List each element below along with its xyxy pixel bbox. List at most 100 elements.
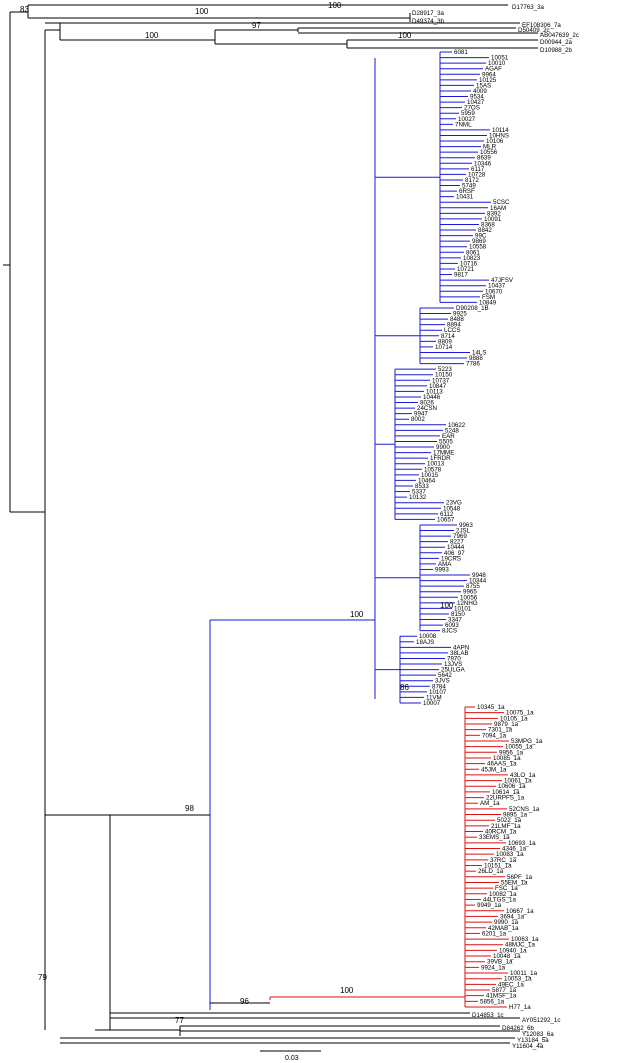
leaf-label: 41MSF_1a [486,993,517,1000]
leaf-label: 10085_1a [493,755,521,762]
leaf-label: 8002 [411,416,425,423]
leaf-label: 5022_1a [497,817,522,824]
leaf-label: 26LD_1a [478,868,504,875]
leaf-label: 10114 [492,127,509,134]
leaf-label: 9949_1a [477,902,502,909]
leaf-label: 15AS [476,82,491,89]
leaf-label: 23VG [446,500,462,507]
leaf-label: 5CSC [493,199,510,206]
leaf-label: 10091 [484,216,502,223]
leaf-label: 10464 [418,477,436,484]
leaf-label: 10346 [474,160,492,167]
leaf-label: 25ULGA [441,667,466,674]
leaf-label: 8533 [415,483,429,490]
leaf-label: AMA [438,561,452,568]
leaf-label: 8026 [420,400,434,407]
leaf-label: 9534 [470,94,484,101]
bootstrap-value: 83 [20,5,29,14]
tree-branches [3,4,538,1044]
leaf-label: 10HNS [489,132,509,139]
leaf-label: 10737 [432,377,450,384]
leaf-label: 45JM_1a [481,766,507,773]
leaf-label: 10007 [423,700,441,707]
leaf-label: 7094_1a [482,732,507,739]
leaf-label: 17MME [433,450,454,457]
leaf-label: 10427 [467,99,485,106]
leaf-label: 9888 [469,355,483,362]
leaf-label: EF108306_7a [522,22,561,29]
bootstrap-value: 86 [400,683,409,692]
leaf-label: H77_1a [509,1004,531,1011]
leaf-label: 10344 [469,578,487,585]
leaf-label: 11VM [426,694,442,701]
leaf-label: D90208_1B [456,305,489,312]
leaf-label: D00944_2a [540,39,573,46]
leaf-label: 8809 [438,338,452,345]
leaf-label: 8172 [465,177,479,184]
leaf-label: 24CSN [417,405,437,412]
leaf-label: 8714 [441,333,455,340]
leaf-label: 55EM_1a [501,879,528,886]
leaf-label: AM_1a [480,800,500,807]
leaf-label: 9956_1a [499,749,524,756]
leaf-label: 8842 [478,227,492,234]
leaf-label: 56PF_1a [507,874,533,881]
leaf-label: 10558 [469,244,487,251]
bootstrap-value: 100 [145,31,159,40]
leaf-label: 10150 [435,372,453,379]
leaf-label: 9879_1a [494,721,519,728]
leaf-label: 10728 [468,171,486,178]
leaf-label: 9895_1a [503,812,528,819]
leaf-label: 5856_1a [480,998,505,1005]
leaf-label: 10823 [463,255,481,262]
leaf-label: 7301_1a [488,727,513,734]
leaf-label: 10849 [479,299,497,306]
leaf-label: 10606_1a [498,783,526,790]
leaf-label: 10056 [460,594,478,601]
leaf-label: 10013 [427,461,445,468]
bootstrap-value: 100 [440,601,454,610]
leaf-label: D84262_6b [502,1025,535,1032]
bootstrap-value: 100 [398,31,412,40]
bootstrap-values: 83 100 100 97 100 100 79 100 100 86 100 98 96 77 [20,1,454,1025]
leaf-label: 43LO_1a [510,772,536,779]
leaf-label: 3347 [448,617,462,624]
leaf-label: FSC_1a [495,885,518,892]
scale-bar: 0.03 [260,1050,321,1062]
leaf-label: 10622 [448,422,466,429]
leaf-label: 9965 [463,589,477,596]
leaf-label: 10847 [429,383,447,390]
leaf-label: D14853_1c [472,1012,504,1019]
leaf-label: 10053_1a [504,976,532,983]
leaf-label: 10716 [460,260,478,267]
leaf-label: 5337 [412,489,426,496]
leaf-label: EAR [442,433,455,440]
leaf-label: 10113 [426,388,443,395]
leaf-label: 10101 [454,605,472,612]
leaf-label: 10444 [447,544,465,551]
leaf-label: 48MJC_1a [505,942,535,949]
leaf-label: 10614_1a [492,789,520,796]
leaf-label: 8755 [466,583,480,590]
leaf-label: 8894 [447,322,461,329]
leaf-label: 12NHG [457,600,478,607]
leaf-label: D50409_2c [518,27,550,34]
bootstrap-value: 77 [175,1016,184,1025]
leaf-label: 10063_1a [511,936,539,943]
leaf-label: 9993 [435,566,449,573]
leaf-label: 6081 [454,49,468,56]
leaf-label: 46AAS_1a [487,761,517,768]
bootstrap-value: 96 [240,997,249,1006]
leaf-label: 5642 [438,672,452,679]
leaf-label: 3JVS [435,678,450,685]
leaf-label: 6RSF [459,188,475,195]
leaf-label: 10125 [479,77,497,84]
leaf-label: 10082_1a [489,891,517,898]
leaf-label: 10055_1a [505,744,533,751]
leaf-label: 10107 [429,689,447,696]
leaf-label: 10693_1a [508,840,536,847]
scale-bar-label: 0.03 [285,1055,299,1062]
leaf-label: 9990_1a [494,919,519,926]
leaf-label: 10657 [437,516,455,523]
